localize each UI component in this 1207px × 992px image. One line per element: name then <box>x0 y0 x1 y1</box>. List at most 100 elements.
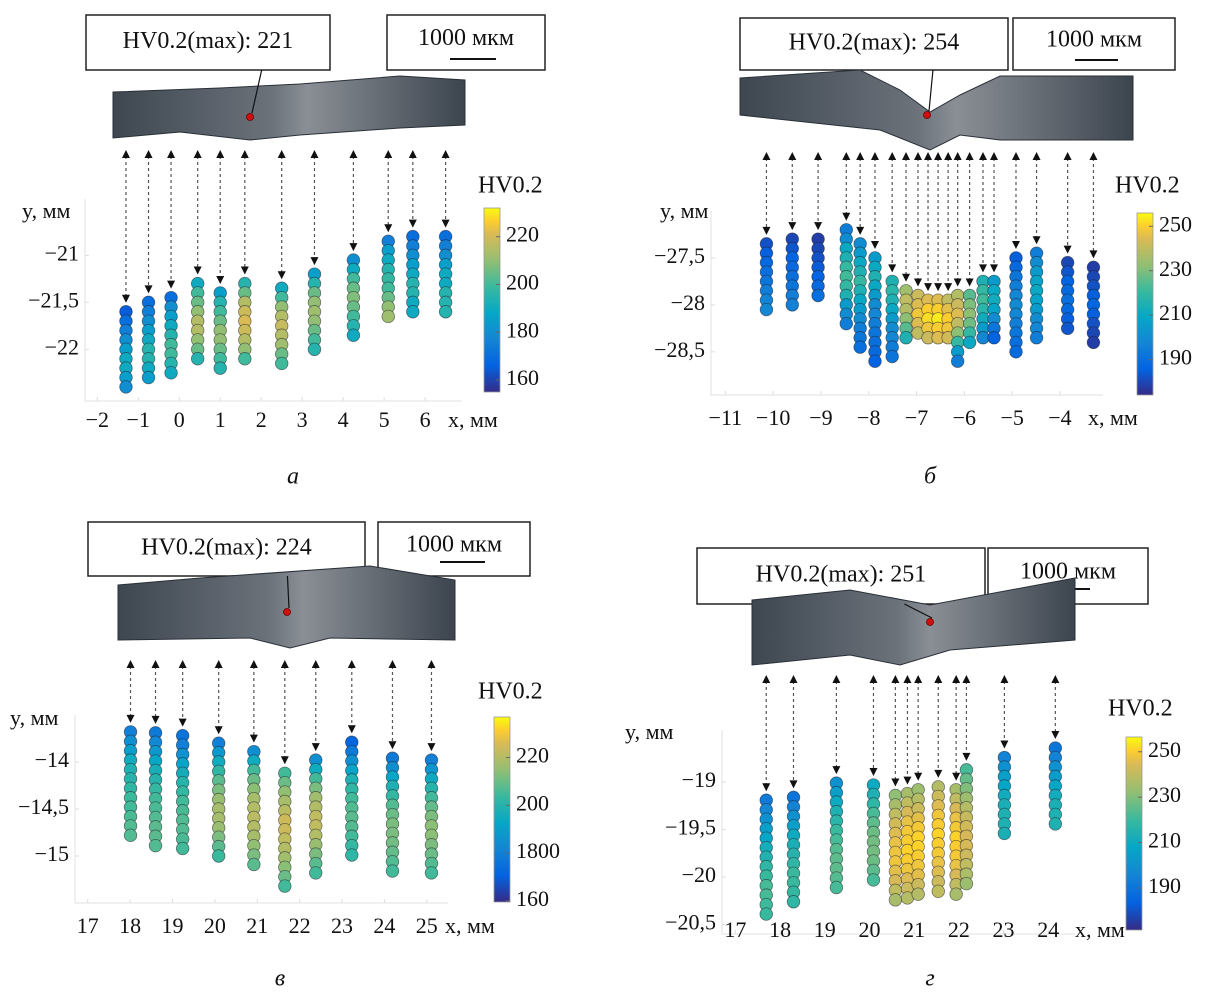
arrow-head <box>934 769 943 778</box>
x-tick-label: 6 <box>420 407 431 432</box>
colorbar-tick-label: 160 <box>506 365 539 390</box>
hardness-point <box>190 352 205 366</box>
x-tick-label: 18 <box>119 913 141 938</box>
y-axis-label: y, мм <box>10 705 58 730</box>
x-tick-label: 4 <box>338 407 349 432</box>
arrow-head <box>965 278 974 287</box>
colorbar-tick-label: 180 <box>506 317 539 342</box>
hardness-point <box>949 887 963 901</box>
y-tick-label: −22 <box>45 334 79 359</box>
arrow-head <box>789 780 798 789</box>
arrow-head <box>121 294 130 303</box>
colorbar-tick-label: 200 <box>506 270 539 295</box>
arrow-head <box>126 660 135 668</box>
hardness-point <box>839 316 853 331</box>
caption: б <box>924 464 937 490</box>
arrow-head <box>216 150 225 158</box>
arrow-head <box>126 714 135 723</box>
arrow-head <box>280 756 289 765</box>
arrow-head <box>249 660 258 668</box>
arrow-head <box>913 278 922 287</box>
hardness-point <box>381 309 395 324</box>
x-tick-label: 17 <box>77 913 99 938</box>
arrow-head <box>388 741 397 750</box>
arrow-head <box>151 715 160 724</box>
colorbar-tick-label: 200 <box>516 790 549 815</box>
hardness-point <box>164 366 178 380</box>
colorbar-tick-label: 250 <box>1159 211 1192 236</box>
arrow-head <box>214 660 223 668</box>
x-axis-label: x, мм <box>1075 917 1125 942</box>
arrow-head <box>144 285 153 294</box>
arrow-head <box>914 772 923 781</box>
x-axis-label: x, мм <box>445 913 495 938</box>
arrow-head <box>944 152 953 160</box>
specimen-image <box>112 75 466 141</box>
arrow-head <box>990 264 999 273</box>
y-tick-label: −27,5 <box>654 243 705 268</box>
colorbar-tick-label: 160 <box>516 886 549 911</box>
arrow-head <box>962 752 971 761</box>
hardness-point <box>811 288 825 303</box>
arrow-head <box>842 152 851 160</box>
hardness-point <box>424 866 439 880</box>
max-point <box>923 111 931 119</box>
arrow-head <box>1032 152 1041 160</box>
specimen-image <box>751 577 1076 666</box>
y-tick-label: −19 <box>682 767 716 792</box>
hardness-point <box>307 342 322 357</box>
hardness-point <box>785 298 799 312</box>
y-tick-label: −28,5 <box>654 337 705 362</box>
arrow-head <box>347 660 356 668</box>
x-tick-label: −2 <box>86 407 109 432</box>
y-tick-label: −21 <box>45 240 79 265</box>
arrow-head <box>427 660 436 668</box>
x-tick-label: 1 <box>215 407 226 432</box>
caption: а <box>287 464 299 490</box>
scale-bar-label: 1000 мкм <box>418 25 514 51</box>
hardness-point <box>959 877 974 891</box>
caption: в <box>275 966 285 992</box>
arrow-head <box>891 778 900 787</box>
hardness-point <box>853 340 867 354</box>
arrow-head <box>842 212 851 221</box>
arrow-head <box>1032 236 1041 245</box>
colorbar-tick-label: 1800 <box>516 838 560 863</box>
colorbar <box>493 716 511 903</box>
arrow-head <box>924 283 933 292</box>
scale-bar-box <box>377 521 531 577</box>
colorbar-tick-label: 250 <box>1148 737 1181 762</box>
y-tick-label: −28 <box>671 290 705 315</box>
hardness-point <box>1086 335 1101 350</box>
hardness-point <box>899 331 913 345</box>
arrow-head <box>144 150 153 158</box>
max-point <box>246 113 254 121</box>
x-tick-label: 23 <box>993 917 1015 942</box>
arrow-head <box>193 150 202 158</box>
panel: HV0.2(max): 254 1000 мкм−11 −10 −9 −8 −7 −6 −5−… <box>654 17 1192 490</box>
arrow-head <box>788 222 797 231</box>
y-tick-label: −20,5 <box>665 910 716 935</box>
colorbar-tick-label: 210 <box>1148 828 1181 853</box>
hardness-point <box>885 349 899 364</box>
hardness-point <box>309 866 323 880</box>
y-axis-label: y, мм <box>22 198 70 223</box>
annotation: HV0.2(max): 251 <box>756 562 927 588</box>
arrow-head <box>903 675 912 683</box>
arrow-head <box>789 675 798 683</box>
hardness-point <box>238 352 252 366</box>
arrow-head <box>277 271 286 280</box>
y-tick-label: −15 <box>35 841 69 866</box>
hardness-point <box>148 838 163 853</box>
arrow-head <box>1063 152 1072 160</box>
hardness-point <box>829 880 844 895</box>
x-tick-label: −7 <box>905 405 928 430</box>
hardness-point <box>123 828 138 843</box>
y-tick-label: −14 <box>35 747 69 772</box>
arrow-head <box>427 743 436 752</box>
hardness-point <box>950 354 965 368</box>
arrow-head <box>902 152 911 160</box>
x-tick-label: 25 <box>416 913 438 938</box>
hardness-point <box>211 849 226 863</box>
